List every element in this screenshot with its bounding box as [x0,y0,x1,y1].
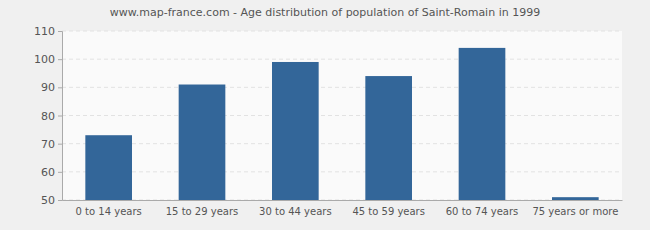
plot-area [62,31,622,200]
x-tick-label: 45 to 59 years [352,206,425,217]
y-tick: 110 [34,25,62,38]
y-tick-mark [58,87,62,88]
bar [459,48,506,200]
y-tick-mark [58,116,62,117]
x-tick: 30 to 44 years [259,200,332,217]
title: www.map-france.com - Age distribution of… [110,6,540,19]
x-tick: 45 to 59 years [352,200,425,217]
background [0,0,650,230]
x-tick-label: 15 to 29 years [166,206,239,217]
y-tick-label: 60 [41,166,55,179]
y-tick-label: 80 [41,110,55,123]
grid-line [62,143,622,144]
y-tick: 90 [41,81,62,94]
y-axis-line [58,32,63,201]
plot: 50 60 70 80 90 100 110 0 to 14 years 15 to 29 ye… [34,25,623,217]
x-tick-label: 60 to 74 years [446,206,519,217]
x-tick-label: 75 years or more [532,206,618,217]
x-tick-label: 30 to 44 years [259,206,332,217]
x-tick: 15 to 29 years [166,200,239,217]
chart: www.map-france.com - Age distribution of… [0,0,650,230]
y-tick-mark [58,144,62,145]
y-tick-mark [58,172,62,173]
y-tick-mark [58,59,62,60]
x-tick: 0 to 14 years [76,200,142,217]
bar [179,85,226,200]
y-tick-label: 100 [34,53,55,66]
x-axis-line [63,200,623,201]
y-tick-label: 90 [41,81,55,94]
y-tick: 50 [41,194,62,207]
y-tick-mark [58,200,62,201]
grid [62,31,622,200]
y-axis: 50 60 70 80 90 100 110 [34,25,63,207]
y-tick-label: 50 [41,194,55,207]
grid-line [62,200,622,201]
grid-line [62,87,622,88]
y-tick: 60 [41,166,62,179]
bar [272,62,319,200]
grid-line [62,171,622,172]
x-tick-label: 0 to 14 years [76,206,142,217]
bar [552,197,599,200]
x-axis: 0 to 14 years 15 to 29 years 30 to 44 year… [63,200,623,217]
x-tick: 60 to 74 years [446,200,519,217]
y-tick: 100 [34,53,62,66]
grid-line [62,115,622,116]
x-tick: 75 years or more [532,200,618,217]
y-tick: 80 [41,110,62,123]
bars [85,48,598,200]
bar [85,135,132,200]
grid-line [62,31,622,32]
y-tick: 70 [41,138,62,151]
y-tick-label: 70 [41,138,55,151]
y-tick-label: 110 [34,25,55,38]
y-tick-mark [58,31,62,32]
grid-line [62,59,622,60]
bar [365,76,412,200]
